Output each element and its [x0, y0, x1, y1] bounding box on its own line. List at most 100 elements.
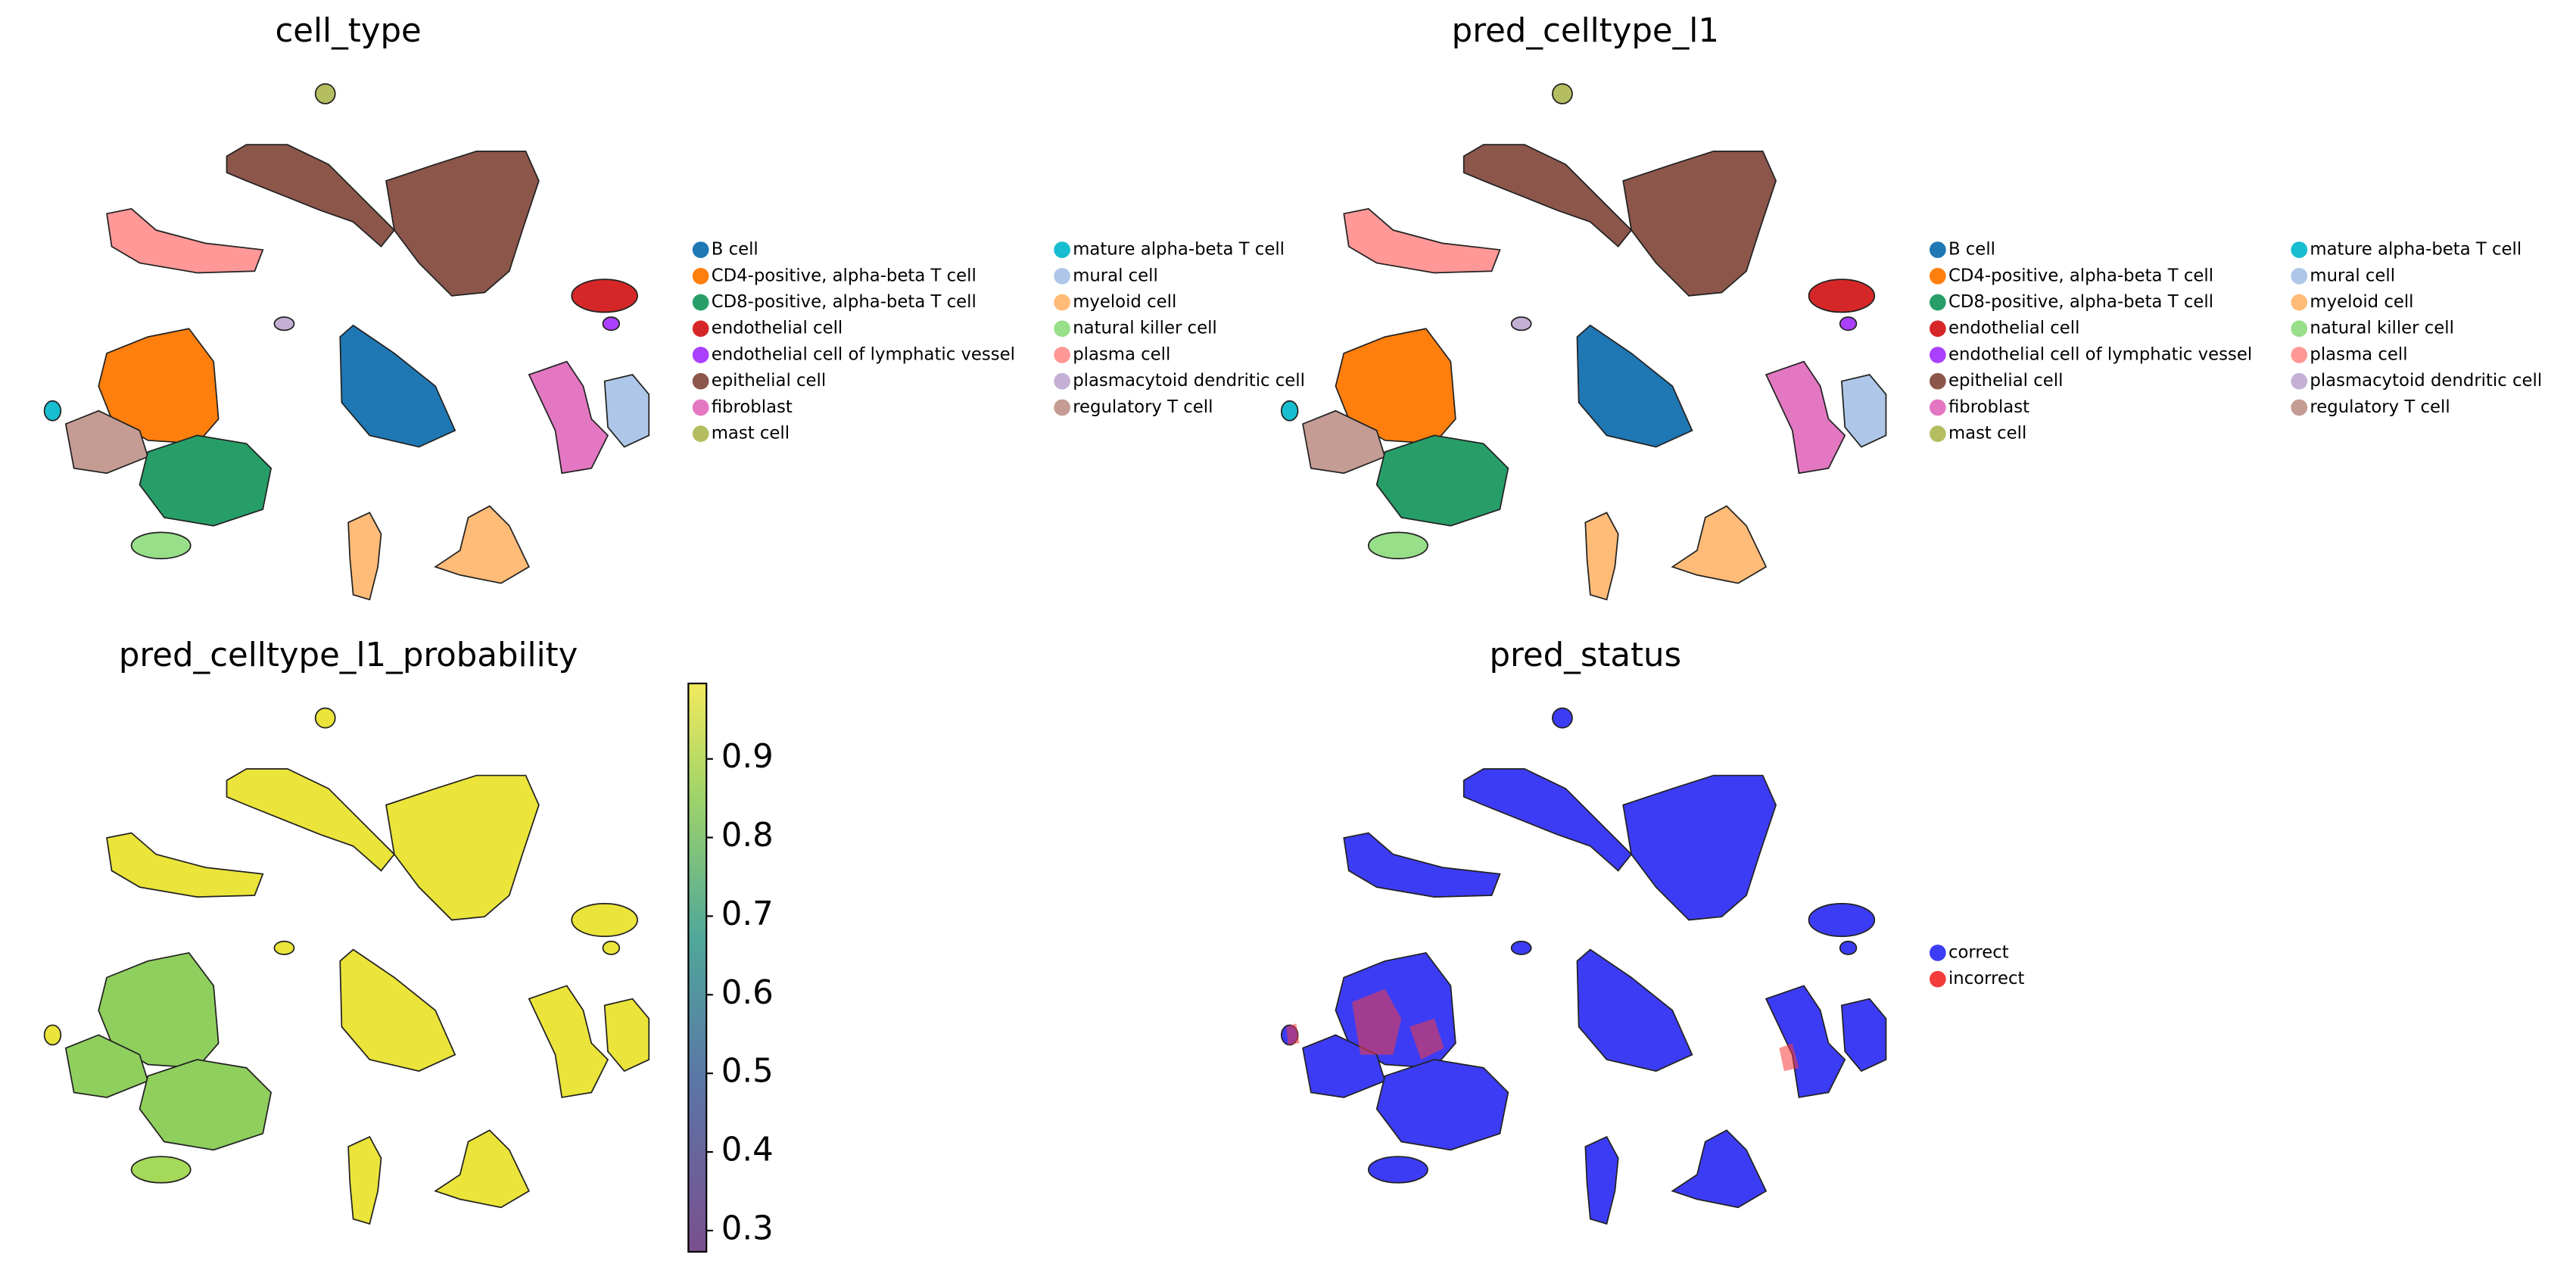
legend-marker	[2291, 372, 2308, 390]
legend-label: endothelial cell of lymphatic vessel	[712, 344, 1015, 364]
colorbar-tick-label: 0.6	[721, 974, 774, 1012]
legend-label: CD8-positive, alpha-beta T cell	[712, 292, 977, 312]
cluster	[434, 505, 530, 584]
legend-label: natural killer cell	[2310, 319, 2454, 338]
legend-label: B cell	[1948, 240, 1995, 260]
legend-label: mast cell	[712, 424, 790, 444]
cluster	[603, 374, 650, 448]
legend-marker	[1929, 425, 1946, 442]
legend-label: CD8-positive, alpha-beta T cell	[1948, 292, 2213, 312]
cluster	[1622, 774, 1777, 921]
legend-marker	[1054, 241, 1070, 258]
cluster	[1576, 324, 1693, 448]
legend-label: epithelial cell	[1948, 371, 2063, 391]
panel-title: pred_celltype_l1_probability	[119, 637, 578, 674]
legend-marker	[1054, 399, 1070, 416]
legend-marker	[1054, 347, 1070, 363]
legend-label: mature alpha-beta T cell	[2310, 240, 2521, 260]
cluster-patch	[1352, 988, 1402, 1055]
panel-title: pred_celltype_l1	[1452, 12, 1719, 50]
panel: cell_type B cell CD4-positive, alpha-beta …	[43, 12, 1305, 601]
cluster	[571, 902, 638, 938]
panel-title: cell_type	[275, 12, 421, 50]
cluster	[273, 940, 295, 955]
cluster	[139, 434, 273, 527]
legend-marker	[1929, 945, 1946, 961]
cluster-patch	[1286, 1023, 1300, 1045]
panel-title: pred_status	[1489, 637, 1681, 674]
legend-marker	[2291, 294, 2308, 311]
colorbar-tick-label: 0.3	[721, 1209, 774, 1247]
cluster	[339, 948, 456, 1072]
cluster	[1510, 316, 1532, 332]
legend-marker	[692, 267, 709, 285]
legend-marker	[692, 294, 709, 311]
cluster	[528, 360, 609, 475]
legend-label: plasma cell	[2310, 344, 2407, 364]
legend-marker	[2291, 320, 2308, 338]
cluster	[1839, 316, 1858, 332]
cluster	[347, 1135, 382, 1225]
cluster	[226, 144, 396, 247]
colorbar-tick-label: 0.4	[721, 1131, 774, 1169]
legend-label: plasmacytoid dendritic cell	[2310, 371, 2542, 391]
cluster-patch	[1779, 1043, 1799, 1072]
cluster	[43, 1024, 62, 1046]
cluster	[1375, 434, 1509, 527]
cluster	[571, 279, 638, 313]
colorbar	[687, 682, 708, 1253]
legend-marker	[1929, 294, 1946, 311]
legend-marker	[692, 372, 709, 390]
legend-label: endothelial cell	[712, 319, 843, 338]
legend-marker	[1054, 294, 1070, 311]
cluster	[139, 1059, 273, 1151]
cluster	[98, 328, 220, 445]
legend-label: natural killer cell	[1073, 319, 1217, 338]
cluster	[1808, 279, 1876, 313]
legend-marker	[692, 320, 709, 338]
legend-marker	[1929, 241, 1946, 258]
cluster	[130, 531, 192, 559]
legend-marker	[1054, 267, 1070, 285]
legend-label: mural cell	[1073, 266, 1158, 285]
cluster	[273, 316, 295, 332]
legend-label: myeloid cell	[1073, 292, 1176, 312]
cluster	[1462, 144, 1633, 247]
legend-marker	[1929, 320, 1946, 338]
cluster	[1552, 707, 1573, 729]
colorbar-tick-label: 0.5	[721, 1053, 774, 1091]
cluster	[1367, 531, 1428, 559]
cluster	[385, 150, 540, 297]
cluster	[603, 998, 650, 1072]
cluster	[1808, 902, 1876, 938]
legend-label: CD4-positive, alpha-beta T cell	[712, 266, 977, 285]
legend-label: mast cell	[1948, 424, 2026, 444]
cluster	[385, 774, 540, 921]
cluster	[1765, 360, 1846, 475]
cluster	[1367, 1156, 1428, 1184]
colorbar-tick-label: 0.7	[721, 895, 774, 933]
colorbar-tick-label: 0.9	[721, 738, 774, 776]
cluster	[1552, 83, 1573, 104]
legend-marker	[2291, 241, 2308, 258]
legend-marker	[1929, 372, 1946, 390]
legend-label: epithelial cell	[712, 371, 826, 391]
cluster	[1584, 512, 1619, 601]
legend-label: fibroblast	[712, 397, 793, 417]
cluster	[1576, 948, 1693, 1072]
legend-label: B cell	[712, 240, 758, 260]
cluster	[1622, 150, 1777, 297]
legend-marker	[692, 347, 709, 363]
cluster	[43, 400, 62, 422]
cluster	[1343, 207, 1501, 274]
cluster	[1840, 374, 1887, 448]
legend-marker	[2291, 347, 2308, 363]
legend-marker	[1929, 347, 1946, 363]
legend-marker	[692, 399, 709, 416]
legend-label: plasmacytoid dendritic cell	[1073, 371, 1305, 391]
cluster	[347, 512, 382, 601]
legend-label: endothelial cell of lymphatic vessel	[1948, 344, 2252, 364]
legend-marker	[1054, 320, 1070, 338]
